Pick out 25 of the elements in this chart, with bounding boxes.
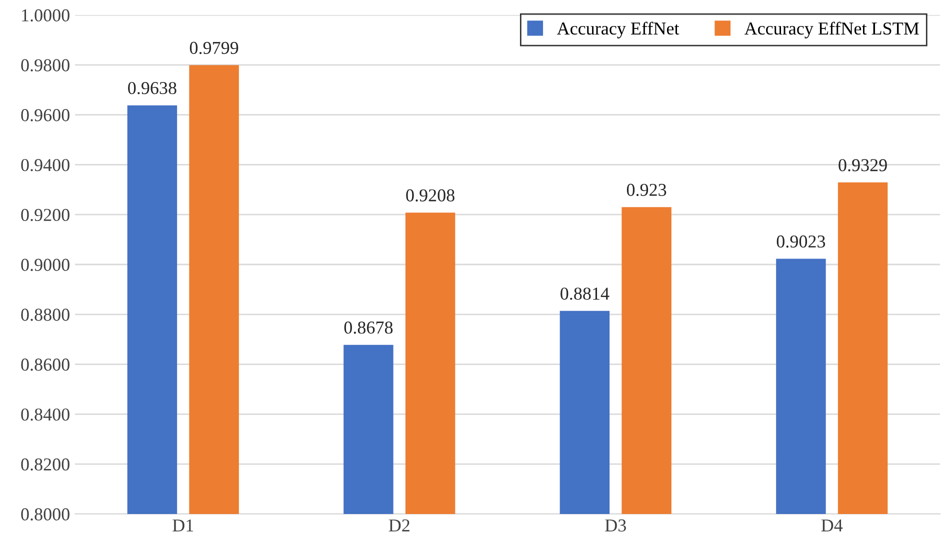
y-tick-label: 0.8600 — [21, 358, 70, 371]
x-tick-label: D4 — [821, 520, 843, 532]
data-label: 0.9208 — [406, 189, 454, 202]
y-tick-label: 0.9400 — [21, 158, 70, 172]
data-label: 0.8678 — [344, 322, 393, 334]
y-tick-label: 0.9200 — [21, 208, 70, 222]
legend-label: Accuracy EffNet — [556, 22, 680, 38]
data-label: 0.9329 — [838, 159, 887, 172]
y-tick-label: 0.8000 — [21, 508, 70, 521]
legend-label: Accuracy EffNet LSTM — [744, 22, 919, 38]
x-tick-label: D3 — [605, 519, 626, 532]
data-label: 0.923 — [626, 184, 666, 196]
y-tick-label: 1.0000 — [22, 9, 70, 22]
data-label: 0.9023 — [776, 235, 826, 248]
data-label: 0.9799 — [190, 42, 238, 54]
y-tick-label: 0.8200 — [21, 458, 70, 471]
data-label: 0.9638 — [128, 82, 176, 94]
x-tick-label: D1 — [172, 519, 194, 532]
y-tick-label: 0.8400 — [21, 408, 70, 421]
data-label: 0.8814 — [560, 288, 610, 300]
y-tick-label: 0.9000 — [21, 258, 70, 272]
x-tick-label: D2 — [388, 519, 410, 532]
y-tick-label: 0.9800 — [21, 59, 70, 72]
y-tick-label: 0.9600 — [21, 109, 70, 122]
y-tick-label: 0.8800 — [21, 308, 70, 321]
